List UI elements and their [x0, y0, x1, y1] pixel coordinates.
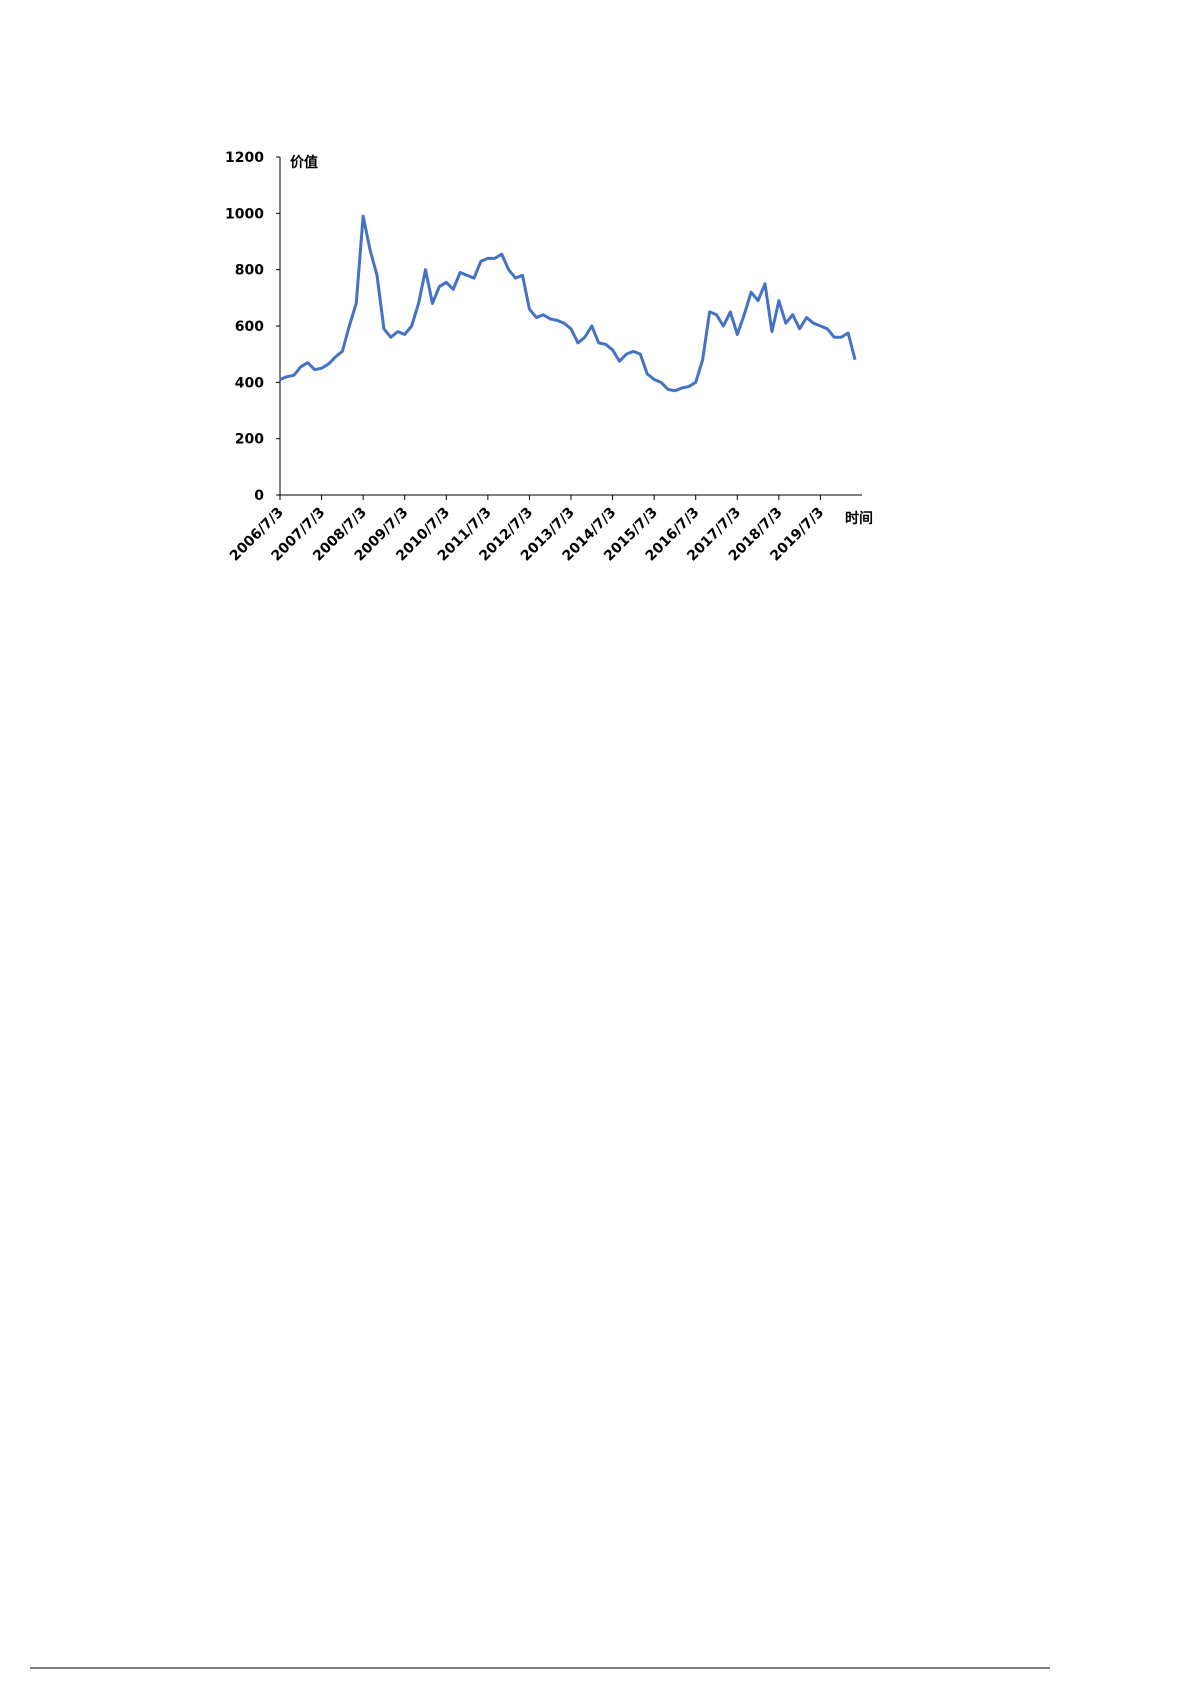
y-tick-label: 600 — [235, 319, 264, 335]
y-tick-label: 1200 — [225, 150, 264, 166]
x-axis-label: 时间 — [845, 510, 873, 527]
y-tick-label: 0 — [254, 488, 264, 504]
y-tick-label: 200 — [235, 432, 264, 448]
y-tick-label: 1000 — [225, 206, 264, 222]
y-tick-label: 800 — [235, 263, 264, 279]
data-line — [279, 214, 857, 393]
y-tick-label: 400 — [235, 375, 264, 391]
y-axis-label: 价值 — [290, 154, 318, 171]
